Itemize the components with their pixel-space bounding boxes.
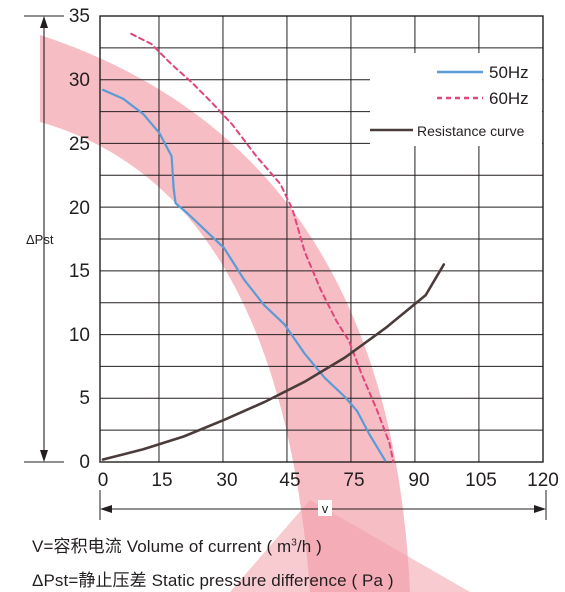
series-line-60hz <box>130 32 395 463</box>
y-arrow-bottom <box>40 450 48 462</box>
legend-label: 60Hz <box>489 89 529 108</box>
x-tick-label: 90 <box>408 470 429 491</box>
caption-volume-text: V=容积电流 Volume of current ( m <box>32 537 292 556</box>
x-tick-label: 45 <box>279 470 300 491</box>
x-arrow-right <box>534 505 546 513</box>
series <box>101 32 446 463</box>
caption-volume-suffix: /h ) <box>296 537 322 556</box>
x-label-background <box>318 500 332 516</box>
y-tick-label: 10 <box>69 325 90 346</box>
y-tick-label: 30 <box>69 70 90 91</box>
watermark-arrowhead <box>230 500 470 592</box>
x-arrow-left <box>100 505 112 513</box>
x-tick-label: 120 <box>527 470 559 491</box>
series-line-50hz <box>101 88 387 462</box>
x-tick-label: 0 <box>98 470 109 491</box>
y-tick-label: 15 <box>69 261 90 282</box>
x-tick-label: 15 <box>151 470 172 491</box>
y-tick-label: 25 <box>69 134 90 155</box>
caption-pressure: ΔPst=静止压差 Static pressure difference ( P… <box>32 566 394 591</box>
series-line-resistance-curve <box>101 263 446 461</box>
y-arrow-top <box>40 16 48 28</box>
caption-pressure-text: ΔPst=静止压差 Static pressure difference ( P… <box>32 571 394 590</box>
y-tick-label: 5 <box>79 388 90 409</box>
caption-volume: V=容积电流 Volume of current ( m3/h ) <box>32 532 322 557</box>
x-tick-label: 30 <box>216 470 237 491</box>
y-axis-label: ΔPst <box>26 232 54 247</box>
x-tick-label: 75 <box>343 470 364 491</box>
legend-label: 50Hz <box>489 63 529 82</box>
y-tick-label: 35 <box>69 6 90 27</box>
axes: ΔPst v <box>24 15 547 520</box>
x-axis-label: v <box>322 501 329 516</box>
watermark-arc <box>40 35 410 592</box>
x-tick-label: 105 <box>465 470 497 491</box>
caption-volume-sup: 3 <box>291 537 297 549</box>
tick-labels: 0 5 10 15 20 25 30 35 0 15 30 45 75 90 105 120 <box>69 6 559 491</box>
legend-label: Resistance curve <box>417 123 525 139</box>
legend: 50Hz 60Hz Resistance curve <box>370 63 529 139</box>
y-tick-label: 0 <box>79 452 90 473</box>
y-tick-label: 20 <box>69 198 90 219</box>
